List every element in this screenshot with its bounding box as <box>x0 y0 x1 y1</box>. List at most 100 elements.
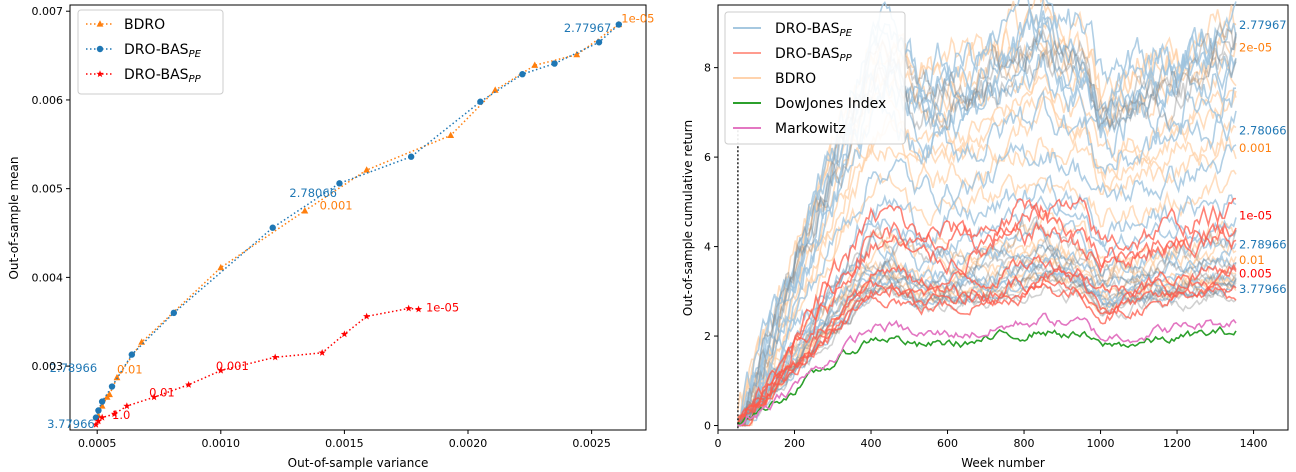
right-series-line <box>737 266 1237 427</box>
right-series-line <box>737 325 1237 426</box>
right-y-axis: 0 2 4 6 8 <box>704 62 718 433</box>
right-legend-label: DowJones Index <box>775 96 886 112</box>
left-data-point <box>271 353 279 361</box>
right-series-line <box>737 284 1237 423</box>
left-data-point <box>113 373 121 381</box>
right-series-line <box>737 52 1237 426</box>
right-series-line <box>737 215 1237 428</box>
left-data-point <box>98 402 106 409</box>
left-data-point <box>340 330 349 338</box>
right-x-tick-label: 200 <box>784 437 805 450</box>
left-annotation: 2.77967 <box>564 21 612 35</box>
right-x-axis: 0 200 400 600 800 1000 1200 1400 <box>715 430 1268 450</box>
left-data-point <box>185 380 193 388</box>
left-legend-box <box>77 9 224 95</box>
left-x-tick-label: 0.0005 <box>78 437 117 450</box>
right-annotation: 2.78066 <box>1239 123 1287 137</box>
right-x-axis-label: Week number <box>961 456 1045 470</box>
left-annotation: 2.78966 <box>50 361 98 375</box>
left-data-point <box>551 60 558 67</box>
right-annotation: 3.77966 <box>1239 282 1287 296</box>
right-series-line <box>737 40 1237 427</box>
left-data-point <box>531 61 539 68</box>
right-chart: 2.77967 2e-05 2.78066 0.001 1e-05 2.78966 0.01… <box>681 0 1289 470</box>
left-data-point <box>414 305 423 313</box>
right-series-line <box>737 30 1237 427</box>
right-y-tick-label: 2 <box>704 330 711 343</box>
right-annotation: 0.005 <box>1239 266 1272 280</box>
right-annotations: 2.77967 2e-05 2.78066 0.001 1e-05 2.78966 0.01… <box>1239 18 1287 296</box>
left-annotation: 1e-05 <box>621 11 654 25</box>
left-annotation: 3.77966 <box>47 417 95 431</box>
right-series-line <box>737 16 1237 427</box>
left-data-point <box>363 312 371 320</box>
left-data-point <box>217 263 225 271</box>
right-legend: DRO-BASPE DRO-BASPP BDRO DowJones Index Mark… <box>724 11 906 145</box>
left-x-tick-label: 0.0015 <box>325 437 364 450</box>
left-data-point <box>98 413 106 421</box>
left-data-point <box>595 39 603 46</box>
left-data-point <box>106 390 113 398</box>
left-data-point <box>170 309 178 317</box>
left-data-point <box>150 393 158 401</box>
left-data-point <box>407 153 415 160</box>
right-annotation: 1e-05 <box>1239 208 1272 222</box>
right-annotation: 0.01 <box>1239 253 1265 267</box>
right-y-tick-label: 0 <box>704 420 711 433</box>
right-y-tick-label: 4 <box>704 241 711 254</box>
right-series-line <box>737 141 1237 427</box>
right-legend-label: Markowitz <box>775 121 846 137</box>
left-x-tick-label: 0.0025 <box>572 437 611 450</box>
left-data-point <box>92 414 100 421</box>
right-y-axis-label: Out-of-sample cumulative return <box>681 120 695 316</box>
right-annotation: 2e-05 <box>1239 41 1272 55</box>
left-data-point <box>491 86 499 93</box>
right-series-line <box>737 281 1237 423</box>
right-series-line <box>737 27 1237 411</box>
left-y-tick-label: 0.006 <box>32 94 64 107</box>
left-annotation: 1.0 <box>112 408 130 422</box>
left-data-point <box>123 402 131 410</box>
right-legend-box <box>724 11 906 145</box>
left-data-point <box>128 351 136 358</box>
right-annotation: 2.78966 <box>1239 237 1287 251</box>
left-y-axis: 0.003 0.004 0.005 0.006 0.007 <box>32 5 70 373</box>
left-annotation: 0.01 <box>117 363 143 377</box>
left-data-point <box>477 98 484 105</box>
left-data-point <box>318 349 326 356</box>
right-series-line <box>737 89 1237 427</box>
right-x-tick-label: 0 <box>715 437 722 450</box>
left-legend-marker <box>96 20 104 27</box>
left-legend-label: DRO-BASPE <box>124 42 202 60</box>
left-data-point <box>615 21 623 28</box>
left-data-point <box>269 224 276 231</box>
left-data-point <box>92 420 100 428</box>
right-series-line <box>737 10 1237 427</box>
left-annotation: 0.001 <box>216 359 249 373</box>
right-series-line <box>737 21 1237 427</box>
left-data-point <box>336 180 343 187</box>
left-annotation: 2.78066 <box>289 186 337 200</box>
left-annotation: 0.001 <box>320 199 353 213</box>
right-legend-label: DRO-BASPE <box>775 21 853 39</box>
left-data-point <box>519 71 526 78</box>
right-series-line <box>737 0 1237 426</box>
left-annotation: 1e-05 <box>426 301 459 315</box>
left-series-layer <box>92 20 623 428</box>
left-x-axis-label: Out-of-sample variance <box>288 456 429 470</box>
right-annotation: 0.001 <box>1239 141 1272 155</box>
right-series-line <box>737 196 1236 419</box>
right-x-tick-label: 1200 <box>1163 437 1191 450</box>
left-legend: BDRO DRO-BASPE DRO-BASPP <box>77 9 224 95</box>
left-data-point <box>110 410 119 418</box>
left-x-tick-label: 0.0010 <box>202 437 241 450</box>
left-data-point <box>405 304 413 312</box>
left-data-point <box>301 207 309 214</box>
left-legend-marker <box>96 70 104 78</box>
right-y-tick-label: 8 <box>704 62 711 75</box>
right-x-tick-label: 1400 <box>1240 437 1268 450</box>
left-y-axis-label: Out-of-sample mean <box>7 156 21 279</box>
